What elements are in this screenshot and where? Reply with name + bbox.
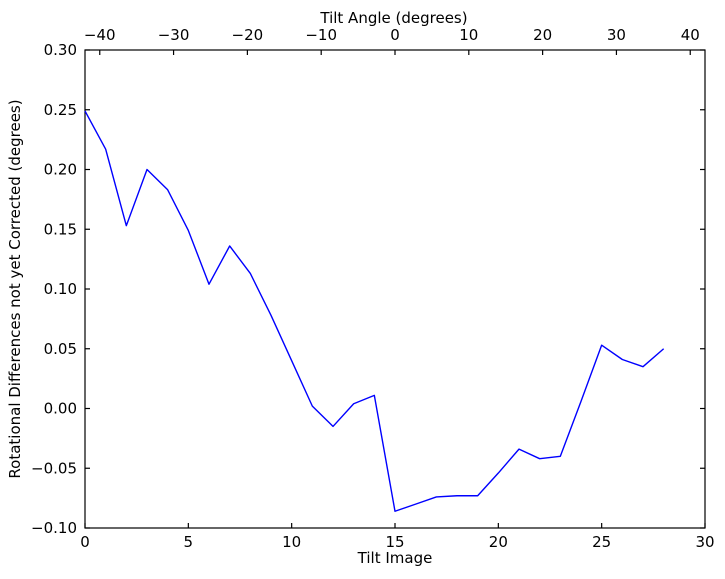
top-x-tick-label: −30 [158,26,190,44]
top-x-tick-label: −10 [305,26,337,44]
top-x-axis-label: Tilt Angle (degrees) [319,9,467,27]
x-tick-label: 0 [80,533,90,551]
y-tick-label: 0.05 [44,340,77,358]
y-tick-label: 0.10 [44,280,77,298]
top-x-tick-label: 0 [390,26,400,44]
x-tick-label: 10 [282,533,301,551]
x-tick-label: 15 [385,533,404,551]
x-tick-label: 5 [184,533,194,551]
y-tick-label: −0.05 [31,459,77,477]
x-tick-label: 30 [695,533,714,551]
y-tick-label: −0.10 [31,519,77,537]
top-x-tick-label: 10 [459,26,478,44]
plot-area: 0 5 10 15 20 25 30 −40 −30 −20 −10 0 10 20 30 40 0.30 0.2… [31,26,715,551]
axes-frame [84,49,706,529]
data-line-rotational-differences [84,110,665,512]
y-tick-label: 0.00 [44,400,77,418]
top-x-tick-label: 40 [681,26,700,44]
x-tick-label: 20 [489,533,508,551]
top-x-tick-label: −40 [84,26,116,44]
x-axis-label: Tilt Image [357,549,433,567]
top-x-tick-label: 30 [607,26,626,44]
y-tick-label: 0.30 [44,41,77,59]
x-tick-label: 25 [592,533,611,551]
y-tick-label: 0.20 [44,161,77,179]
y-axis-label: Rotational Differences not yet Corrected… [6,99,24,478]
y-tick-label: 0.25 [44,101,77,119]
y-tick-label: 0.15 [44,220,77,238]
top-x-tick-label: 20 [533,26,552,44]
top-x-tick-label: −20 [232,26,264,44]
